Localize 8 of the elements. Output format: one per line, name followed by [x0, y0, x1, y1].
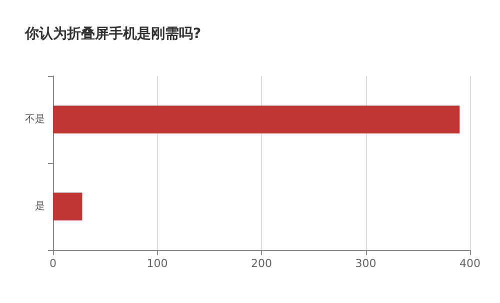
- x-tick-label: 400: [460, 257, 480, 270]
- chart-title: 你认为折叠屏手机是刚需吗?: [24, 25, 202, 42]
- y-tick-label: 不是: [25, 114, 45, 125]
- x-tick-label: 0: [50, 257, 56, 270]
- y-tick-label: 是: [35, 201, 45, 212]
- x-tick-label: 200: [251, 257, 272, 270]
- x-tick-label: 100: [146, 257, 168, 270]
- x-tick-label: 300: [355, 257, 376, 270]
